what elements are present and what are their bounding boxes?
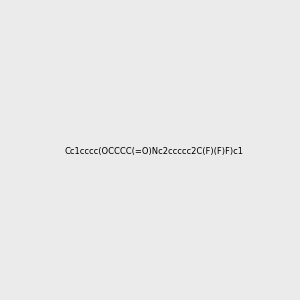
Text: Cc1cccc(OCCCC(=O)Nc2ccccc2C(F)(F)F)c1: Cc1cccc(OCCCC(=O)Nc2ccccc2C(F)(F)F)c1	[64, 147, 243, 156]
